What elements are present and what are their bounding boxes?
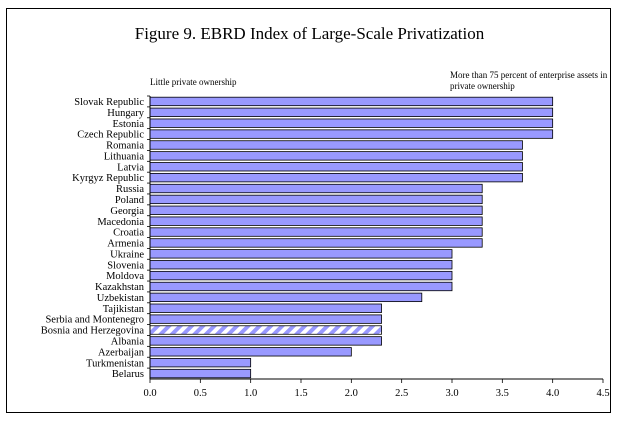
category-label: Latvia	[117, 162, 144, 173]
category-label: Tajikistan	[103, 304, 145, 315]
x-tick-label: 0.5	[194, 388, 207, 399]
bar-moldova	[149, 270, 453, 281]
bar-lithuania	[149, 151, 523, 161]
category-label: Estonia	[113, 119, 145, 130]
bar-albania	[149, 336, 382, 346]
bar-belarus	[149, 368, 252, 379]
bar-slovenia	[149, 260, 453, 270]
category-label: Serbia and Montenegro	[45, 315, 144, 326]
bar-bosnia-and-herzegovina	[149, 325, 382, 335]
category-label: Kazakhstan	[95, 282, 145, 293]
bar-hungary	[149, 107, 554, 117]
bar-tajikistan	[149, 303, 382, 313]
x-tick-label: 4.5	[596, 388, 609, 399]
bar-estonia	[149, 118, 554, 128]
category-label: Slovak Republic	[74, 97, 144, 108]
category-label: Turkmenistan	[86, 358, 145, 369]
bar-serbia-and-montenegro	[149, 314, 382, 324]
category-label: Hungary	[107, 108, 144, 119]
x-tick-label: 0.0	[143, 388, 156, 399]
bar-slovak-republic	[149, 96, 554, 107]
bar-ukraine	[149, 249, 453, 259]
annotation-right: More than 75 percent of enterprise asset…	[450, 70, 608, 91]
bar-russia	[149, 183, 483, 194]
bar-croatia	[149, 227, 483, 237]
category-label: Lithuania	[104, 151, 145, 162]
category-label: Georgia	[110, 206, 144, 217]
category-label: Bosnia and Herzegovina	[41, 326, 145, 337]
x-tick-label: 3.5	[496, 388, 509, 399]
x-tick-label: 1.0	[244, 388, 257, 399]
category-label: Albania	[111, 337, 145, 348]
x-tick-label: 4.0	[546, 388, 559, 399]
bar-armenia	[149, 238, 483, 248]
category-label: Macedonia	[97, 217, 144, 228]
category-label: Armenia	[107, 239, 144, 250]
bar-romania	[149, 140, 523, 150]
category-label: Belarus	[112, 369, 144, 380]
category-label: Kyrgyz Republic	[72, 173, 144, 184]
bar-turkmenistan	[149, 358, 252, 368]
category-label: Romania	[106, 141, 144, 152]
bar-kyrgyz-republic	[149, 172, 523, 183]
annotation-left: Little private ownership	[150, 77, 237, 87]
bar-georgia	[149, 205, 483, 215]
x-tick-label: 1.5	[294, 388, 307, 399]
category-label: Uzbekistan	[97, 293, 145, 304]
category-label: Russia	[116, 184, 144, 195]
bar-poland	[149, 194, 483, 205]
category-label: Croatia	[113, 228, 144, 239]
bar-azerbaijan	[149, 347, 352, 357]
category-label: Poland	[115, 195, 145, 206]
category-label: Ukraine	[110, 249, 144, 260]
x-tick-label: 2.5	[395, 388, 408, 399]
x-tick-label: 2.0	[345, 388, 358, 399]
category-label: Moldova	[106, 271, 144, 282]
x-tick-label: 3.0	[445, 388, 458, 399]
category-label: Slovenia	[107, 260, 144, 271]
category-label: Azerbaijan	[98, 347, 145, 358]
category-label: Czech Republic	[77, 130, 144, 141]
bar-kazakhstan	[149, 281, 453, 292]
bar-macedonia	[149, 216, 483, 226]
bar-uzbekistan	[149, 292, 423, 303]
bar-latvia	[149, 162, 523, 172]
bar-czech-republic	[149, 129, 554, 139]
chart-title: Figure 9. EBRD Index of Large-Scale Priv…	[134, 24, 485, 43]
